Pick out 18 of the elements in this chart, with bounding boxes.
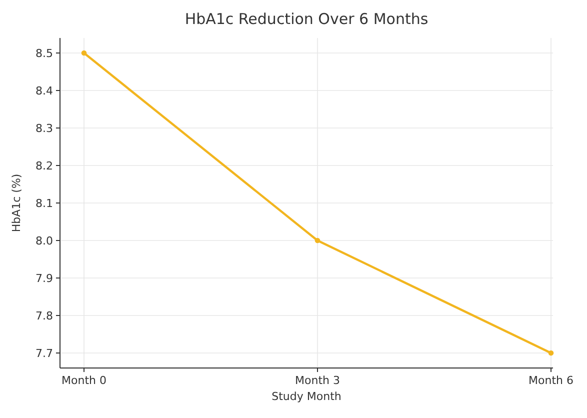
y-axis-title: HbA1c (%): [10, 174, 23, 232]
point: [314, 238, 320, 244]
y-tick-label: 8.3: [36, 122, 53, 135]
y-tick-label: 8.1: [36, 196, 53, 210]
y-tick-label: 8.2: [36, 159, 53, 172]
chart-title: HbA1c Reduction Over 6 Months: [184, 10, 428, 28]
y-tick-label: 7.9: [36, 272, 53, 285]
y-tick-label: 8.0: [36, 234, 53, 248]
x-axis-title: Study Month: [272, 390, 342, 403]
y-tick-label: 8.4: [36, 84, 53, 98]
y-tick-label: 7.8: [36, 309, 53, 322]
point: [81, 50, 87, 56]
x-tick-label: Month 3: [295, 374, 340, 387]
y-tick-label: 7.7: [36, 346, 53, 360]
x-tick-label: Month 0: [62, 374, 106, 387]
x-tick-label: Month 6: [528, 374, 574, 387]
y-tick-label: 8.5: [36, 46, 53, 60]
point: [548, 350, 554, 356]
